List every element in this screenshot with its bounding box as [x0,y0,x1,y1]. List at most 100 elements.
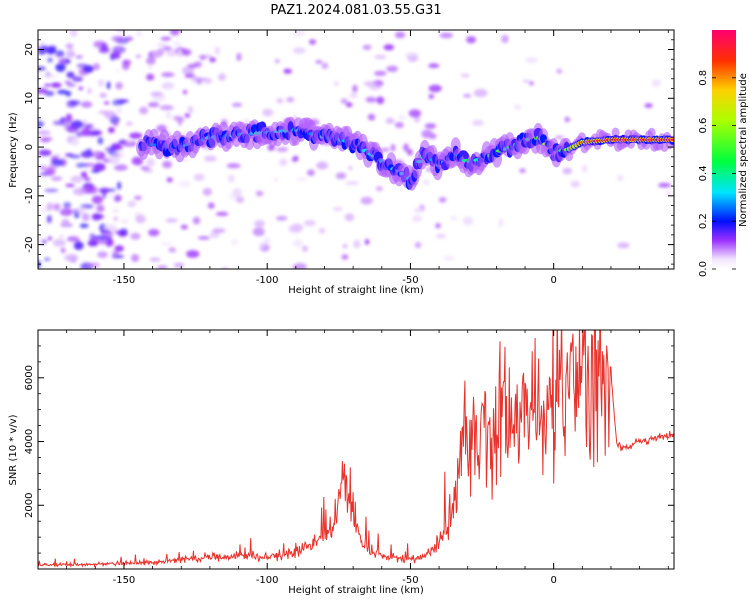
heatmap-noise-cell [226,163,241,169]
colorbar-tick-label: 0.4 [698,165,709,181]
heatmap-noise-cell [215,211,229,216]
snr-panel: -150 -100 -50 0 2000 4000 6000 Height of strai… [8,329,675,596]
heatmap-noise-cell [279,158,288,167]
heatmap-noise-cell [157,265,168,269]
heatmap-noise-cell [173,262,185,268]
heatmap-noise-cell [104,146,116,152]
heatmap-noise-cell [111,254,125,259]
x-tick-label: -150 [113,575,136,586]
heatmap-noise-cell [41,45,48,50]
heatmap-noise-cell [46,202,54,211]
heatmap-noise-cell [422,179,431,185]
heatmap-ridge-halo [647,127,656,138]
heatmap-noise-cell [367,113,376,121]
heatmap-noise-cell [91,195,104,204]
heatmap-noise-cell [428,84,442,93]
heatmap-noise-cell [76,206,86,215]
heatmap-noise-cell [67,236,80,242]
heatmap-noise-cell [193,173,205,181]
heatmap-noise-cell [178,118,182,126]
heatmap-noise-cell [214,46,220,55]
heatmap-noise-cell [177,49,183,58]
heatmap-noise-cell [291,223,304,232]
heatmap-noise-cell [394,31,406,39]
x-tick-label: -50 [402,275,418,286]
y-tick-label: 10 [24,92,35,105]
x-tick-label: -100 [256,575,279,586]
heatmap-noise-cell [97,251,108,259]
heatmap-noise-cell [112,51,121,60]
heatmap-noise-cell [66,71,75,79]
heatmap-noise-cell [150,91,163,97]
heatmap-noise-cell [439,32,453,39]
heatmap-noise-cell [231,239,239,246]
heatmap-noise-cell [342,244,348,249]
heatmap-noise-cell [364,239,370,245]
heatmap-noise-cell [349,92,358,99]
heatmap-noise-cell [522,79,530,83]
heatmap-noise-layer [38,30,672,269]
y-tick-label: 4000 [24,429,35,454]
heatmap-noise-cell [340,98,348,104]
heatmap-noise-cell [308,39,317,45]
heatmap-noise-cell [50,82,62,88]
heatmap-noise-cell [140,216,146,223]
heatmap-noise-cell [302,245,308,252]
heatmap-ridge-cell [463,151,469,160]
colorbar-gradient [712,30,736,269]
heatmap-noise-cell [117,181,122,190]
snr-ylabel: SNR (10 * v/v) [8,414,19,485]
heatmap-noise-cell [51,176,63,182]
heatmap-noise-cell [78,86,84,91]
heatmap-noise-cell [259,241,265,250]
x-tick-label: -100 [256,275,279,286]
heatmap-noise-cell [160,242,173,246]
heatmap-noise-cell [321,62,329,70]
heatmap-noise-cell [47,236,52,241]
y-tick-label: -20 [24,236,35,252]
heatmap-noise-cell [60,117,66,122]
heatmap-noise-cell [473,88,488,98]
heatmap-noise-cell [421,129,433,139]
heatmap-noise-cell [209,57,216,63]
heatmap-noise-cell [562,167,573,175]
heatmap-noise-cell [235,196,245,204]
heatmap-noise-cell [192,216,201,225]
heatmap-noise-cell [279,146,288,151]
heatmap-noise-cell [111,35,125,42]
heatmap-noise-cell [315,60,323,64]
heatmap-noise-cell [55,63,66,72]
heatmap-noise-cell [519,168,526,173]
heatmap-noise-cell [39,165,47,171]
heatmap-noise-cell [165,111,172,120]
heatmap-noise-cell [61,218,70,228]
heatmap-noise-cell [166,177,173,183]
heatmap-noise-cell [344,213,355,222]
heatmap-noise-cell [64,254,79,262]
heatmap-noise-cell [162,46,172,51]
heatmap-noise-cell [46,215,52,224]
heatmap-noise-cell [44,188,59,193]
heatmap-noise-cell [53,203,61,212]
heatmap-noise-cell [51,159,65,166]
heatmap-noise-cell [252,227,265,237]
heatmap-noise-cell [66,83,76,87]
heatmap-noise-cell [113,153,120,157]
heatmap-noise-cell [360,196,373,205]
heatmap-noise-cell [333,206,343,212]
heatmap-noise-cell [38,149,52,156]
colorbar-tick-label: 0.0 [698,261,709,277]
heatmap-noise-cell [529,81,534,86]
heatmap-ridge-peak [670,138,674,141]
heatmap-noise-cell [129,132,143,139]
heatmap-noise-cell [428,94,435,99]
heatmap-noise-cell [80,101,93,108]
heatmap-noise-cell [92,150,103,159]
figure-title: PAZ1.2024.081.03.55.G31 [270,3,441,18]
heatmap-noise-cell [63,202,72,209]
heatmap-noise-cell [73,241,84,251]
heatmap-noise-cell [243,118,250,124]
heatmap-noise-cell [89,233,95,242]
heatmap-noise-cell [159,104,174,111]
